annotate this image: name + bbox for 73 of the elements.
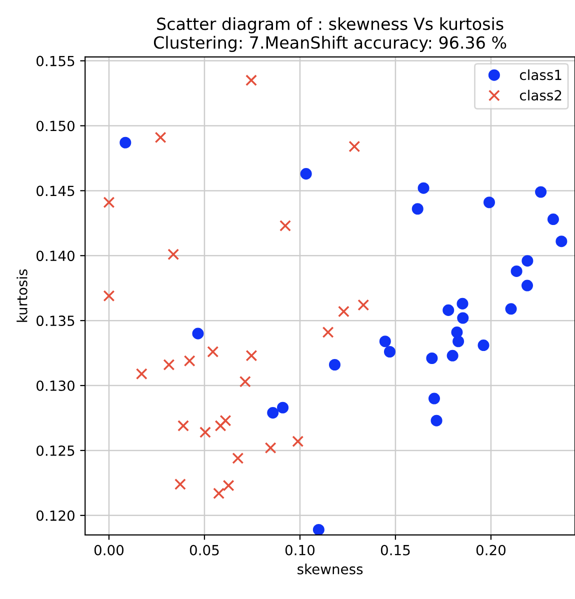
y-tick-label: 0.145 bbox=[36, 186, 74, 196]
chart-title: Scatter diagram of : skewness Vs kurtosis Clustering: 7.MeanShift accuracy: 96.36 % bbox=[154, 17, 506, 52]
point bbox=[430, 414, 442, 426]
point bbox=[220, 414, 232, 426]
point bbox=[246, 74, 258, 86]
point bbox=[348, 140, 360, 152]
point bbox=[322, 326, 334, 338]
point bbox=[505, 303, 517, 315]
point bbox=[428, 392, 440, 404]
point bbox=[103, 290, 115, 302]
x-tick-label: 0.05 bbox=[190, 544, 219, 556]
point bbox=[154, 132, 166, 144]
point bbox=[246, 350, 258, 362]
point bbox=[168, 248, 180, 260]
point bbox=[521, 280, 534, 292]
y-tick-label: 0.150 bbox=[36, 120, 74, 132]
point bbox=[547, 214, 559, 226]
x-tick-label: 0.10 bbox=[285, 544, 315, 556]
y-tick-label: 0.135 bbox=[36, 316, 74, 326]
point bbox=[457, 312, 469, 324]
point bbox=[213, 488, 225, 500]
point bbox=[451, 326, 463, 338]
point bbox=[120, 136, 132, 148]
point bbox=[412, 203, 424, 215]
point bbox=[510, 265, 522, 277]
point bbox=[222, 480, 234, 492]
y-axis-title: kurtosis bbox=[16, 269, 28, 322]
point bbox=[456, 298, 468, 310]
point bbox=[312, 524, 324, 535]
point bbox=[338, 306, 350, 318]
point bbox=[358, 299, 370, 311]
point bbox=[174, 478, 186, 490]
point bbox=[264, 442, 276, 454]
point bbox=[279, 220, 292, 232]
point bbox=[478, 340, 490, 352]
point bbox=[535, 186, 547, 198]
point bbox=[184, 355, 196, 367]
x-tick-label: 0.15 bbox=[380, 544, 410, 556]
point bbox=[199, 426, 211, 438]
legend-label: class1 bbox=[520, 69, 562, 80]
y-tick-label: 0.125 bbox=[36, 445, 74, 456]
point bbox=[267, 407, 279, 419]
point bbox=[384, 346, 396, 358]
point bbox=[103, 196, 115, 208]
point bbox=[239, 376, 251, 388]
x-tick-label: 0.00 bbox=[94, 544, 124, 556]
point bbox=[300, 168, 312, 180]
y-tick-label: 0.120 bbox=[36, 510, 74, 521]
point bbox=[192, 328, 204, 340]
point bbox=[452, 336, 464, 348]
point bbox=[442, 304, 454, 316]
y-tick-label: 0.130 bbox=[36, 380, 74, 392]
point bbox=[446, 350, 458, 362]
x-axis-title: skewness bbox=[298, 564, 363, 574]
point bbox=[178, 420, 190, 432]
point bbox=[556, 236, 568, 248]
point bbox=[277, 402, 289, 414]
point bbox=[214, 420, 226, 432]
legend-label: class2 bbox=[520, 90, 562, 101]
y-tick-label: 0.140 bbox=[36, 250, 74, 262]
point bbox=[136, 368, 148, 380]
point bbox=[163, 358, 175, 371]
point bbox=[207, 346, 219, 358]
point bbox=[418, 182, 430, 194]
x-tick-label: 0.20 bbox=[476, 544, 506, 556]
y-tick-label: 0.155 bbox=[36, 56, 74, 66]
point bbox=[292, 436, 304, 448]
point bbox=[483, 196, 496, 208]
point bbox=[426, 352, 438, 364]
point bbox=[232, 452, 244, 464]
point bbox=[328, 358, 340, 371]
point bbox=[522, 255, 534, 267]
point bbox=[379, 336, 391, 348]
